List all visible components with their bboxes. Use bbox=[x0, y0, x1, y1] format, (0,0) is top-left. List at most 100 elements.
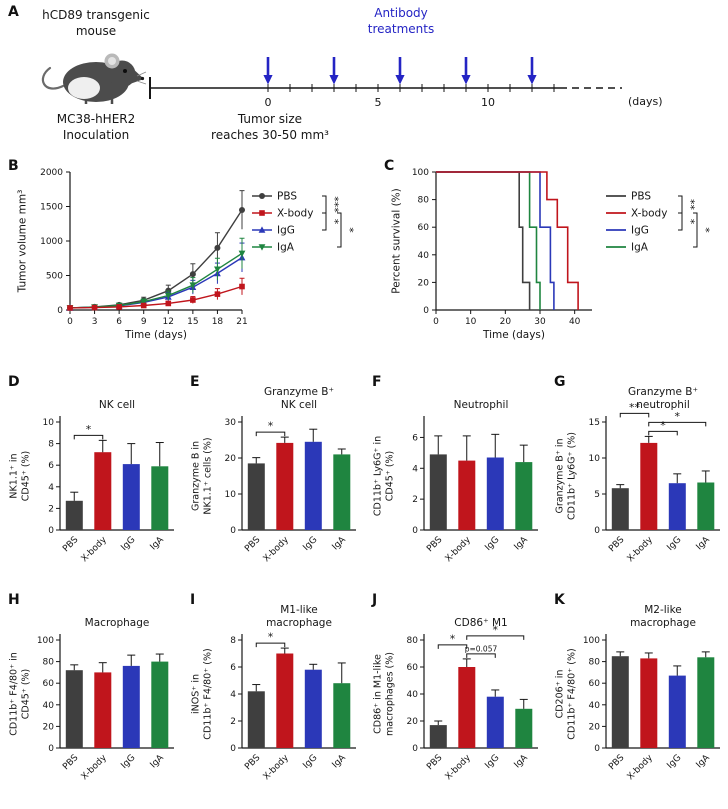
svg-text:12: 12 bbox=[163, 317, 174, 327]
svg-text:CD11b⁺ F4/80⁺ inCD45⁺ (%): CD11b⁺ F4/80⁺ inCD45⁺ (%) bbox=[8, 652, 31, 736]
svg-text:*: * bbox=[699, 227, 712, 233]
bar-PBS bbox=[65, 500, 83, 530]
days-axis-label: (days) bbox=[628, 95, 663, 108]
macrophage-chart: 0 20 40 60 80 100 Macrophage CD11b⁺ F4/80⁺ inCD… bbox=[8, 617, 174, 782]
bars: PBS X-body IgG IgA bbox=[61, 653, 169, 782]
svg-text:1500: 1500 bbox=[40, 203, 63, 213]
svg-text:X-body: X-body bbox=[262, 753, 292, 783]
treatment-arrow-day-9 bbox=[461, 57, 471, 85]
treatment-arrow-day-3 bbox=[329, 57, 339, 85]
chart-title: Granzyme B⁺NK cell bbox=[264, 386, 334, 411]
svg-text:0: 0 bbox=[423, 306, 429, 316]
panel-letter-a: A bbox=[8, 4, 19, 20]
y-axis-label: Granzyme B inNK1.1⁺ cells (%) bbox=[190, 437, 213, 514]
svg-text:X-body: X-body bbox=[262, 535, 292, 565]
svg-text:10: 10 bbox=[465, 317, 477, 327]
svg-text:X-body: X-body bbox=[444, 535, 474, 565]
svg-text:IgA: IgA bbox=[331, 534, 349, 552]
svg-text:40: 40 bbox=[589, 701, 601, 711]
svg-text:100: 100 bbox=[412, 168, 429, 178]
y-axis-label: CD11b⁺ Ly6G⁺ inCD45⁺ (%) bbox=[372, 436, 395, 516]
bar-PBS bbox=[429, 725, 447, 748]
svg-text:0: 0 bbox=[412, 526, 418, 536]
svg-text:X-body: X-body bbox=[631, 208, 667, 220]
svg-text:18: 18 bbox=[212, 317, 224, 327]
y-axis-label: CD11b⁺ F4/80⁺ inCD45⁺ (%) bbox=[8, 652, 31, 736]
svg-text:IgG: IgG bbox=[301, 535, 319, 553]
axes: 0 500 1000 1500 2000 0 3 6 9 12 15 18 21 bbox=[40, 168, 248, 327]
svg-text:6: 6 bbox=[116, 317, 122, 327]
svg-text:5: 5 bbox=[375, 96, 382, 109]
svg-text:0: 0 bbox=[57, 306, 63, 316]
bars: PBS X-body IgG IgA bbox=[61, 439, 169, 565]
svg-text:3: 3 bbox=[92, 317, 98, 327]
svg-text:0: 0 bbox=[412, 744, 418, 754]
treatment-arrow-day-6 bbox=[395, 57, 405, 85]
chart-title: NK cell bbox=[99, 399, 135, 411]
svg-text:IgA: IgA bbox=[695, 534, 713, 552]
panel-c: C 0 20 40 60 80 100 0 10 20 30 40 Time (days) Percen… bbox=[378, 158, 728, 370]
svg-text:PBS: PBS bbox=[61, 535, 80, 554]
sig-bracket: * bbox=[73, 423, 104, 440]
svg-text:PBS: PBS bbox=[425, 535, 444, 554]
svg-text:M2-like: M2-like bbox=[644, 604, 682, 616]
svg-text:PBS: PBS bbox=[425, 753, 444, 772]
m1-macrophage-chart: 0 2 4 6 8 M1-likemacrophage iNOS⁺ inCD11b⁺ F4/… bbox=[190, 604, 356, 783]
y-axis-label: iNOS⁺ inCD11b⁺ F4/80⁺ (%) bbox=[190, 648, 213, 739]
svg-text:IgA: IgA bbox=[277, 242, 295, 254]
svg-text:CD206⁺ inCD11b⁺ F4/80⁺ (%): CD206⁺ inCD11b⁺ F4/80⁺ (%) bbox=[554, 648, 577, 739]
svg-text:IgA: IgA bbox=[513, 534, 531, 552]
svg-text:20: 20 bbox=[500, 317, 512, 327]
bar-X-body bbox=[94, 452, 112, 530]
panel-h: H 0 20 40 60 80 100 Macrophage CD11b⁺ F4/80⁺ in… bbox=[6, 592, 184, 808]
svg-text:1000: 1000 bbox=[40, 237, 63, 247]
svg-text:neutrophil: neutrophil bbox=[636, 399, 690, 411]
sig-bracket: ** bbox=[678, 195, 697, 214]
y-axis-label: CD206⁺ inCD11b⁺ F4/80⁺ (%) bbox=[554, 648, 577, 739]
legend-item-IgA: IgA bbox=[606, 242, 649, 254]
legend-item-X-body: X-body bbox=[606, 208, 667, 220]
legend-item-IgG: IgG bbox=[606, 225, 649, 237]
svg-text:*: * bbox=[493, 623, 499, 636]
svg-text:10: 10 bbox=[43, 418, 55, 428]
bar-IgA bbox=[151, 466, 169, 530]
svg-text:8: 8 bbox=[230, 636, 236, 646]
svg-text:4: 4 bbox=[48, 483, 54, 493]
svg-text:15: 15 bbox=[187, 317, 198, 327]
granzyme-b-neutrophil-chart: 0 5 10 15 Granzyme B⁺neutrophil Granzyme B⁺ i… bbox=[554, 386, 720, 565]
antibody-treatments-label: Antibody treatments bbox=[367, 6, 435, 36]
panel-letter-f: F bbox=[372, 374, 382, 390]
svg-text:Granzyme B⁺: Granzyme B⁺ bbox=[264, 386, 334, 398]
svg-text:IgG: IgG bbox=[665, 535, 683, 553]
bar-IgA bbox=[333, 454, 351, 530]
inoculation-label: MC38-hHER2 Inoculation bbox=[56, 112, 136, 142]
treatment-arrow-day-0 bbox=[263, 57, 273, 85]
svg-text:***: *** bbox=[328, 196, 341, 213]
svg-text:IgG: IgG bbox=[483, 535, 501, 553]
svg-text:IgA: IgA bbox=[149, 534, 167, 552]
svg-text:0: 0 bbox=[67, 317, 73, 327]
legend-item-PBS: PBS bbox=[606, 191, 651, 203]
svg-text:PBS: PBS bbox=[607, 753, 626, 772]
panel-letter-g: G bbox=[554, 374, 566, 390]
bar-PBS bbox=[65, 670, 83, 748]
svg-text:*: * bbox=[86, 423, 92, 436]
svg-text:X-body: X-body bbox=[626, 535, 656, 565]
bar-IgA bbox=[151, 661, 169, 748]
sig-bracket: * bbox=[678, 212, 697, 231]
svg-text:X-body: X-body bbox=[80, 535, 110, 565]
bar-IgA bbox=[515, 462, 533, 530]
svg-text:Neutrophil: Neutrophil bbox=[454, 399, 509, 411]
svg-text:IgA: IgA bbox=[149, 752, 167, 770]
svg-text:2: 2 bbox=[48, 504, 54, 514]
svg-text:30: 30 bbox=[225, 418, 237, 428]
bar-X-body bbox=[458, 460, 476, 530]
bar-IgG bbox=[122, 464, 140, 530]
legend-item-X-body: X-body bbox=[252, 208, 313, 220]
panel-j: J 0 20 40 60 80 CD86⁺ M1 CD86⁺ in M1-likemacro… bbox=[370, 592, 548, 808]
svg-text:Granzyme B inNK1.1⁺ cells (%): Granzyme B inNK1.1⁺ cells (%) bbox=[190, 437, 213, 514]
svg-text:5: 5 bbox=[594, 490, 600, 500]
legend: PBS X-body IgG IgA bbox=[606, 191, 667, 254]
bar-PBS bbox=[429, 454, 447, 530]
